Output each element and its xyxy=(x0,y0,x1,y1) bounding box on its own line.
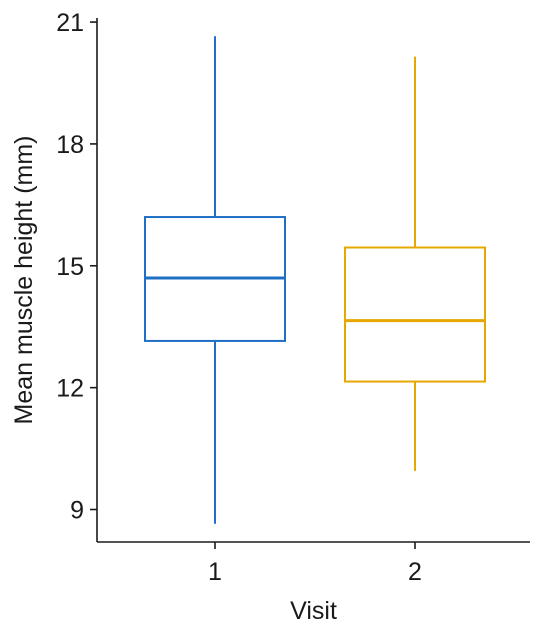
y-tick-label: 21 xyxy=(56,9,84,37)
box-visit-2 xyxy=(344,56,486,471)
x-tick-label: 1 xyxy=(208,558,222,586)
x-axis-title: Visit xyxy=(290,597,337,625)
y-tick-label: 18 xyxy=(56,131,84,159)
iqr-box xyxy=(344,246,486,383)
y-axis-title: Mean muscle height (mm) xyxy=(10,136,38,425)
y-tick-label: 9 xyxy=(70,497,84,525)
plot-area xyxy=(144,36,486,524)
box-visit-1 xyxy=(144,36,286,524)
x-tick-label: 2 xyxy=(408,558,422,586)
y-tick-label: 15 xyxy=(56,253,84,281)
y-tick-label: 12 xyxy=(56,375,84,403)
